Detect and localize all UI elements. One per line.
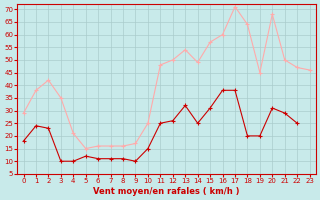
X-axis label: Vent moyen/en rafales ( km/h ): Vent moyen/en rafales ( km/h ) bbox=[93, 187, 240, 196]
